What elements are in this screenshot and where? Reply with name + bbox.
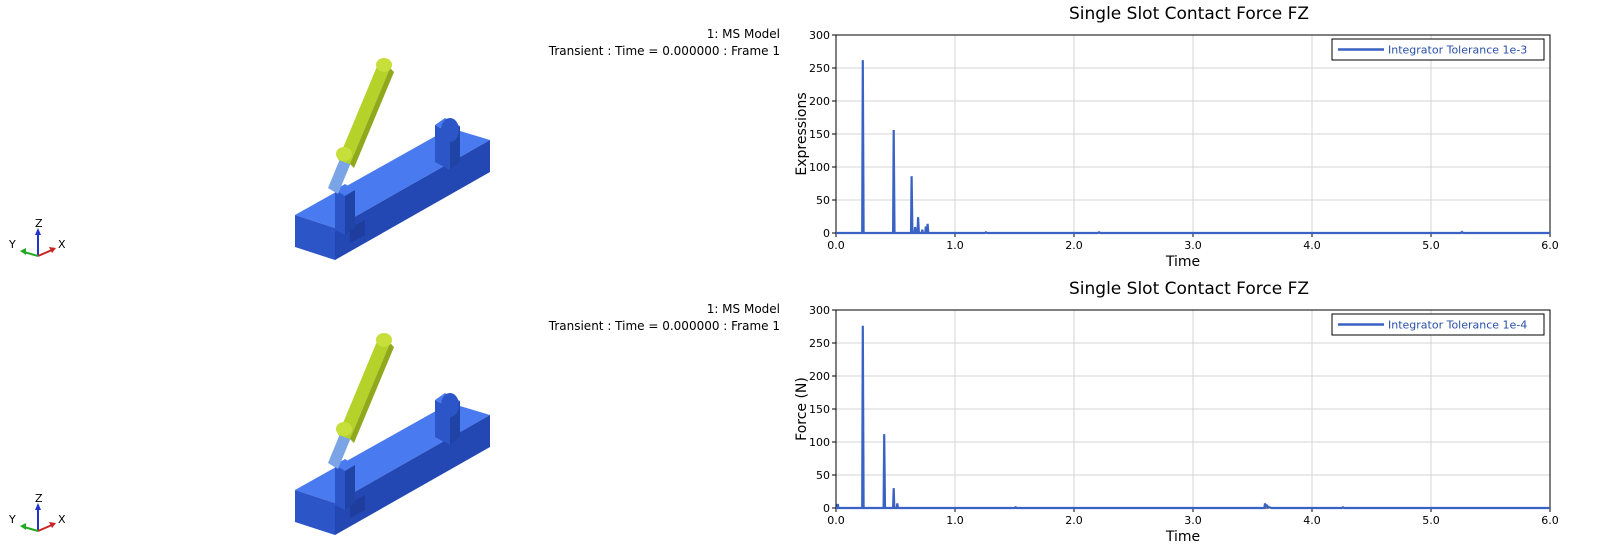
x-tick-label: 1.0 <box>946 514 964 527</box>
x-tick-label: 3.0 <box>1184 514 1202 527</box>
mechanism-model[interactable] <box>290 50 500 270</box>
model-label: 1: MS Model <box>706 27 780 41</box>
connecting-rod <box>336 58 394 168</box>
x-tick-label: 6.0 <box>1541 239 1559 252</box>
model-viewport-bottom[interactable]: 1: MS Model Transient : Time = 0.000000 … <box>0 275 790 550</box>
x-tick-label: 4.0 <box>1303 239 1321 252</box>
x-tick-label: 3.0 <box>1184 239 1202 252</box>
triad-x-label: X <box>58 238 66 251</box>
y-tick-label: 250 <box>809 337 830 350</box>
x-tick-label: 1.0 <box>946 239 964 252</box>
connecting-rod <box>336 333 394 443</box>
mechanism-model[interactable] <box>290 325 500 545</box>
frame-info: Transient : Time = 0.000000 : Frame 1 <box>548 319 780 333</box>
triad-y-label: Y <box>8 238 16 251</box>
y-tick-label: 0 <box>823 502 830 515</box>
x-tick-label: 5.0 <box>1422 239 1440 252</box>
triad-z-label: Z <box>35 493 43 505</box>
x-tick-label: 0.0 <box>827 514 845 527</box>
frame-info: Transient : Time = 0.000000 : Frame 1 <box>548 44 780 58</box>
series-line[interactable] <box>836 60 1550 235</box>
y-tick-label: 250 <box>809 62 830 75</box>
model-info: 1: MS Model Transient : Time = 0.000000 … <box>549 26 780 60</box>
base-plate <box>295 403 490 535</box>
chart-panel-bottom[interactable]: Single Slot Contact Force FZ 0.0 1.0 2.0 3.0… <box>790 275 1600 550</box>
x-tick-label: 6.0 <box>1541 514 1559 527</box>
y-tick-label: 300 <box>809 304 830 317</box>
front-bracket <box>335 459 355 510</box>
x-axis-label: Time <box>1165 254 1200 270</box>
x-tick-label: 0.0 <box>827 239 845 252</box>
legend-box[interactable] <box>1331 38 1545 61</box>
triad-x-label: X <box>58 513 66 526</box>
triad-y-label: Y <box>8 513 16 526</box>
x-tick-label: 5.0 <box>1422 514 1440 527</box>
y-axis-label: Expressions <box>794 92 810 175</box>
contact-force-chart-top[interactable]: Single Slot Contact Force FZ 0.0 1.0 2.0 3.0… <box>790 0 1600 275</box>
rear-bracket <box>435 118 460 170</box>
x-tick-label: 2.0 <box>1065 239 1083 252</box>
series-line[interactable] <box>836 325 1550 510</box>
chart-panel-top[interactable]: Single Slot Contact Force FZ 0.0 1.0 2.0 3.0… <box>790 0 1600 275</box>
model-label: 1: MS Model <box>706 302 780 316</box>
y-tick-label: 50 <box>816 469 830 482</box>
contact-force-chart-bottom[interactable]: Single Slot Contact Force FZ 0.0 1.0 2.0 3.0… <box>790 275 1600 550</box>
triad-z-label: Z <box>35 218 43 230</box>
y-tick-label: 100 <box>809 436 830 449</box>
y-tick-label: 0 <box>823 227 830 240</box>
y-tick-label: 150 <box>809 403 830 416</box>
y-tick-label: 200 <box>809 95 830 108</box>
y-tick-label: 300 <box>809 29 830 42</box>
model-viewport-top[interactable]: 1: MS Model Transient : Time = 0.000000 … <box>0 0 790 275</box>
rear-bracket <box>435 393 460 445</box>
legend-entry: Integrator Tolerance 1e-3 <box>1388 44 1527 57</box>
x-axis-label: Time <box>1165 529 1200 545</box>
y-tick-label: 200 <box>809 370 830 383</box>
front-bracket <box>335 184 355 235</box>
y-tick-label: 50 <box>816 194 830 207</box>
x-tick-label: 2.0 <box>1065 514 1083 527</box>
y-tick-label: 100 <box>809 161 830 174</box>
chart-title: Single Slot Contact Force FZ <box>1069 4 1309 24</box>
base-plate <box>295 128 490 260</box>
chart-title: Single Slot Contact Force FZ <box>1069 279 1309 299</box>
legend-box[interactable] <box>1331 313 1545 336</box>
axis-triad: Z Y X <box>8 218 66 257</box>
legend-entry: Integrator Tolerance 1e-4 <box>1388 319 1527 332</box>
x-tick-label: 4.0 <box>1303 514 1321 527</box>
model-info: 1: MS Model Transient : Time = 0.000000 … <box>549 301 780 335</box>
y-axis-label: Force (N) <box>794 377 810 441</box>
y-tick-label: 150 <box>809 128 830 141</box>
axis-triad: Z Y X <box>8 493 66 532</box>
